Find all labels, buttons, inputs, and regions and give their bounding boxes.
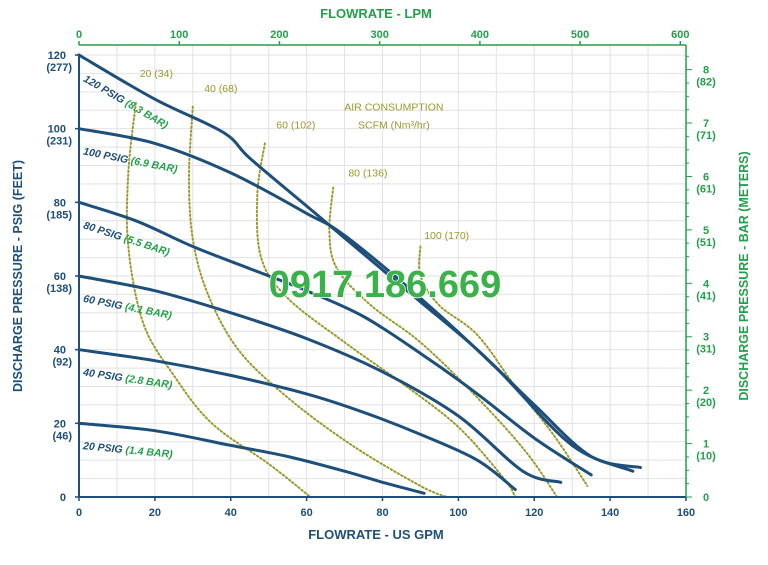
air-consumption-line-label: 80 (136) — [348, 168, 387, 180]
x-top-tick-label: 300 — [370, 29, 388, 41]
y-left-tick-sublabel: (231) — [46, 136, 72, 148]
y-left-tick-label: 120 — [48, 50, 66, 62]
x-bottom-tick-label: 60 — [301, 507, 313, 519]
air-consumption-line — [187, 105, 448, 498]
y-right-tick-label: 0 — [703, 492, 709, 504]
y-left-tick-label: 20 — [54, 418, 66, 430]
pressure-curve — [77, 421, 426, 495]
x-top-tick-label: 400 — [471, 29, 489, 41]
air-consumption-line — [255, 142, 517, 498]
x-bottom-tick-label: 100 — [449, 507, 467, 519]
x-top-tick-label: 200 — [270, 29, 288, 41]
y-right-tick-label: 7 — [703, 118, 709, 130]
y-left-tick-label: 100 — [48, 124, 66, 136]
air-consumption-title: AIR CONSUMPTION — [344, 101, 443, 113]
y-right-tick-sublabel: (51) — [696, 237, 716, 249]
x-top-tick-label: 500 — [571, 29, 589, 41]
y-right-tick-label: 6 — [703, 171, 709, 183]
y-right-tick-label: 4 — [703, 278, 710, 290]
pressure-curve — [77, 200, 593, 477]
y-right-tick-sublabel: (20) — [696, 397, 716, 409]
x-bottom-axis-title: FLOWRATE - US GPM — [308, 527, 444, 542]
y-right-tick-label: 3 — [703, 332, 709, 344]
air-consumption-line — [418, 245, 589, 487]
y-right-tick-label: 1 — [703, 439, 709, 451]
y-left-tick-label: 0 — [60, 492, 66, 504]
pressure-curve — [77, 348, 517, 492]
y-right-axis-title: DISCHARGE PRESSURE - BAR (METERS) — [737, 151, 751, 400]
pressure-curve-label: 20 PSIG (1.4 BAR) — [82, 440, 174, 461]
air-consumption-line-label: 100 (170) — [424, 230, 469, 242]
y-left-tick-label: 80 — [54, 197, 66, 209]
y-right-tick-sublabel: (31) — [696, 344, 716, 356]
pressure-curve-label: 60 PSIG (4.1 BAR) — [82, 293, 173, 322]
y-right-tick-sublabel: (71) — [696, 130, 716, 142]
x-bottom-tick-label: 120 — [525, 507, 543, 519]
y-right-tick-sublabel: (10) — [696, 451, 716, 463]
pressure-curve — [77, 127, 635, 473]
pressure-curve — [77, 53, 642, 469]
x-bottom-tick-label: 140 — [601, 507, 619, 519]
y-left-tick-sublabel: (277) — [46, 62, 72, 74]
y-left-tick-sublabel: (46) — [52, 430, 72, 442]
air-consumption-line-label: 40 (68) — [204, 83, 237, 95]
air-consumption-line-label: 60 (102) — [276, 120, 315, 132]
y-left-tick-sublabel: (185) — [46, 209, 72, 221]
y-left-axis-title: DISCHARGE PRESSURE - PSIG (FEET) — [11, 160, 25, 392]
air-consumption-subtitle: SCFM (Nm³/hr) — [358, 120, 430, 132]
chart-grid — [79, 45, 686, 497]
y-left-tick-label: 40 — [54, 345, 66, 357]
y-right-tick-sublabel: (41) — [696, 290, 716, 302]
pressure-curve — [77, 274, 563, 484]
x-bottom-tick-label: 20 — [149, 507, 161, 519]
y-right-tick-label: 2 — [703, 385, 709, 397]
air-consumption-lines — [125, 101, 589, 498]
air-consumption-line-label: 20 (34) — [140, 68, 173, 80]
x-top-tick-label: 600 — [671, 29, 689, 41]
y-right-tick-label: 8 — [703, 65, 709, 77]
x-top-tick-label: 100 — [170, 29, 188, 41]
x-top-axis-title: FLOWRATE - LPM — [320, 6, 432, 21]
pressure-curve-label: 40 PSIG (2.8 BAR) — [81, 366, 173, 391]
y-right-tick-sublabel: (61) — [696, 183, 716, 195]
air-consumption-line — [125, 101, 312, 498]
y-right-tick-label: 5 — [703, 225, 709, 237]
x-bottom-tick-label: 40 — [225, 507, 237, 519]
x-bottom-tick-label: 160 — [677, 507, 695, 519]
x-top-tick-label: 0 — [76, 29, 82, 41]
y-left-tick-sublabel: (138) — [46, 283, 72, 295]
pressure-curves — [77, 53, 642, 495]
x-bottom-tick-label: 0 — [76, 507, 82, 519]
y-left-tick-sublabel: (92) — [52, 357, 72, 369]
air-consumption-line — [328, 186, 558, 498]
x-bottom-tick-label: 80 — [376, 507, 388, 519]
y-right-tick-sublabel: (82) — [696, 77, 716, 89]
phone-watermark: 0917.186.669 — [269, 264, 501, 306]
y-left-tick-label: 60 — [54, 271, 66, 283]
